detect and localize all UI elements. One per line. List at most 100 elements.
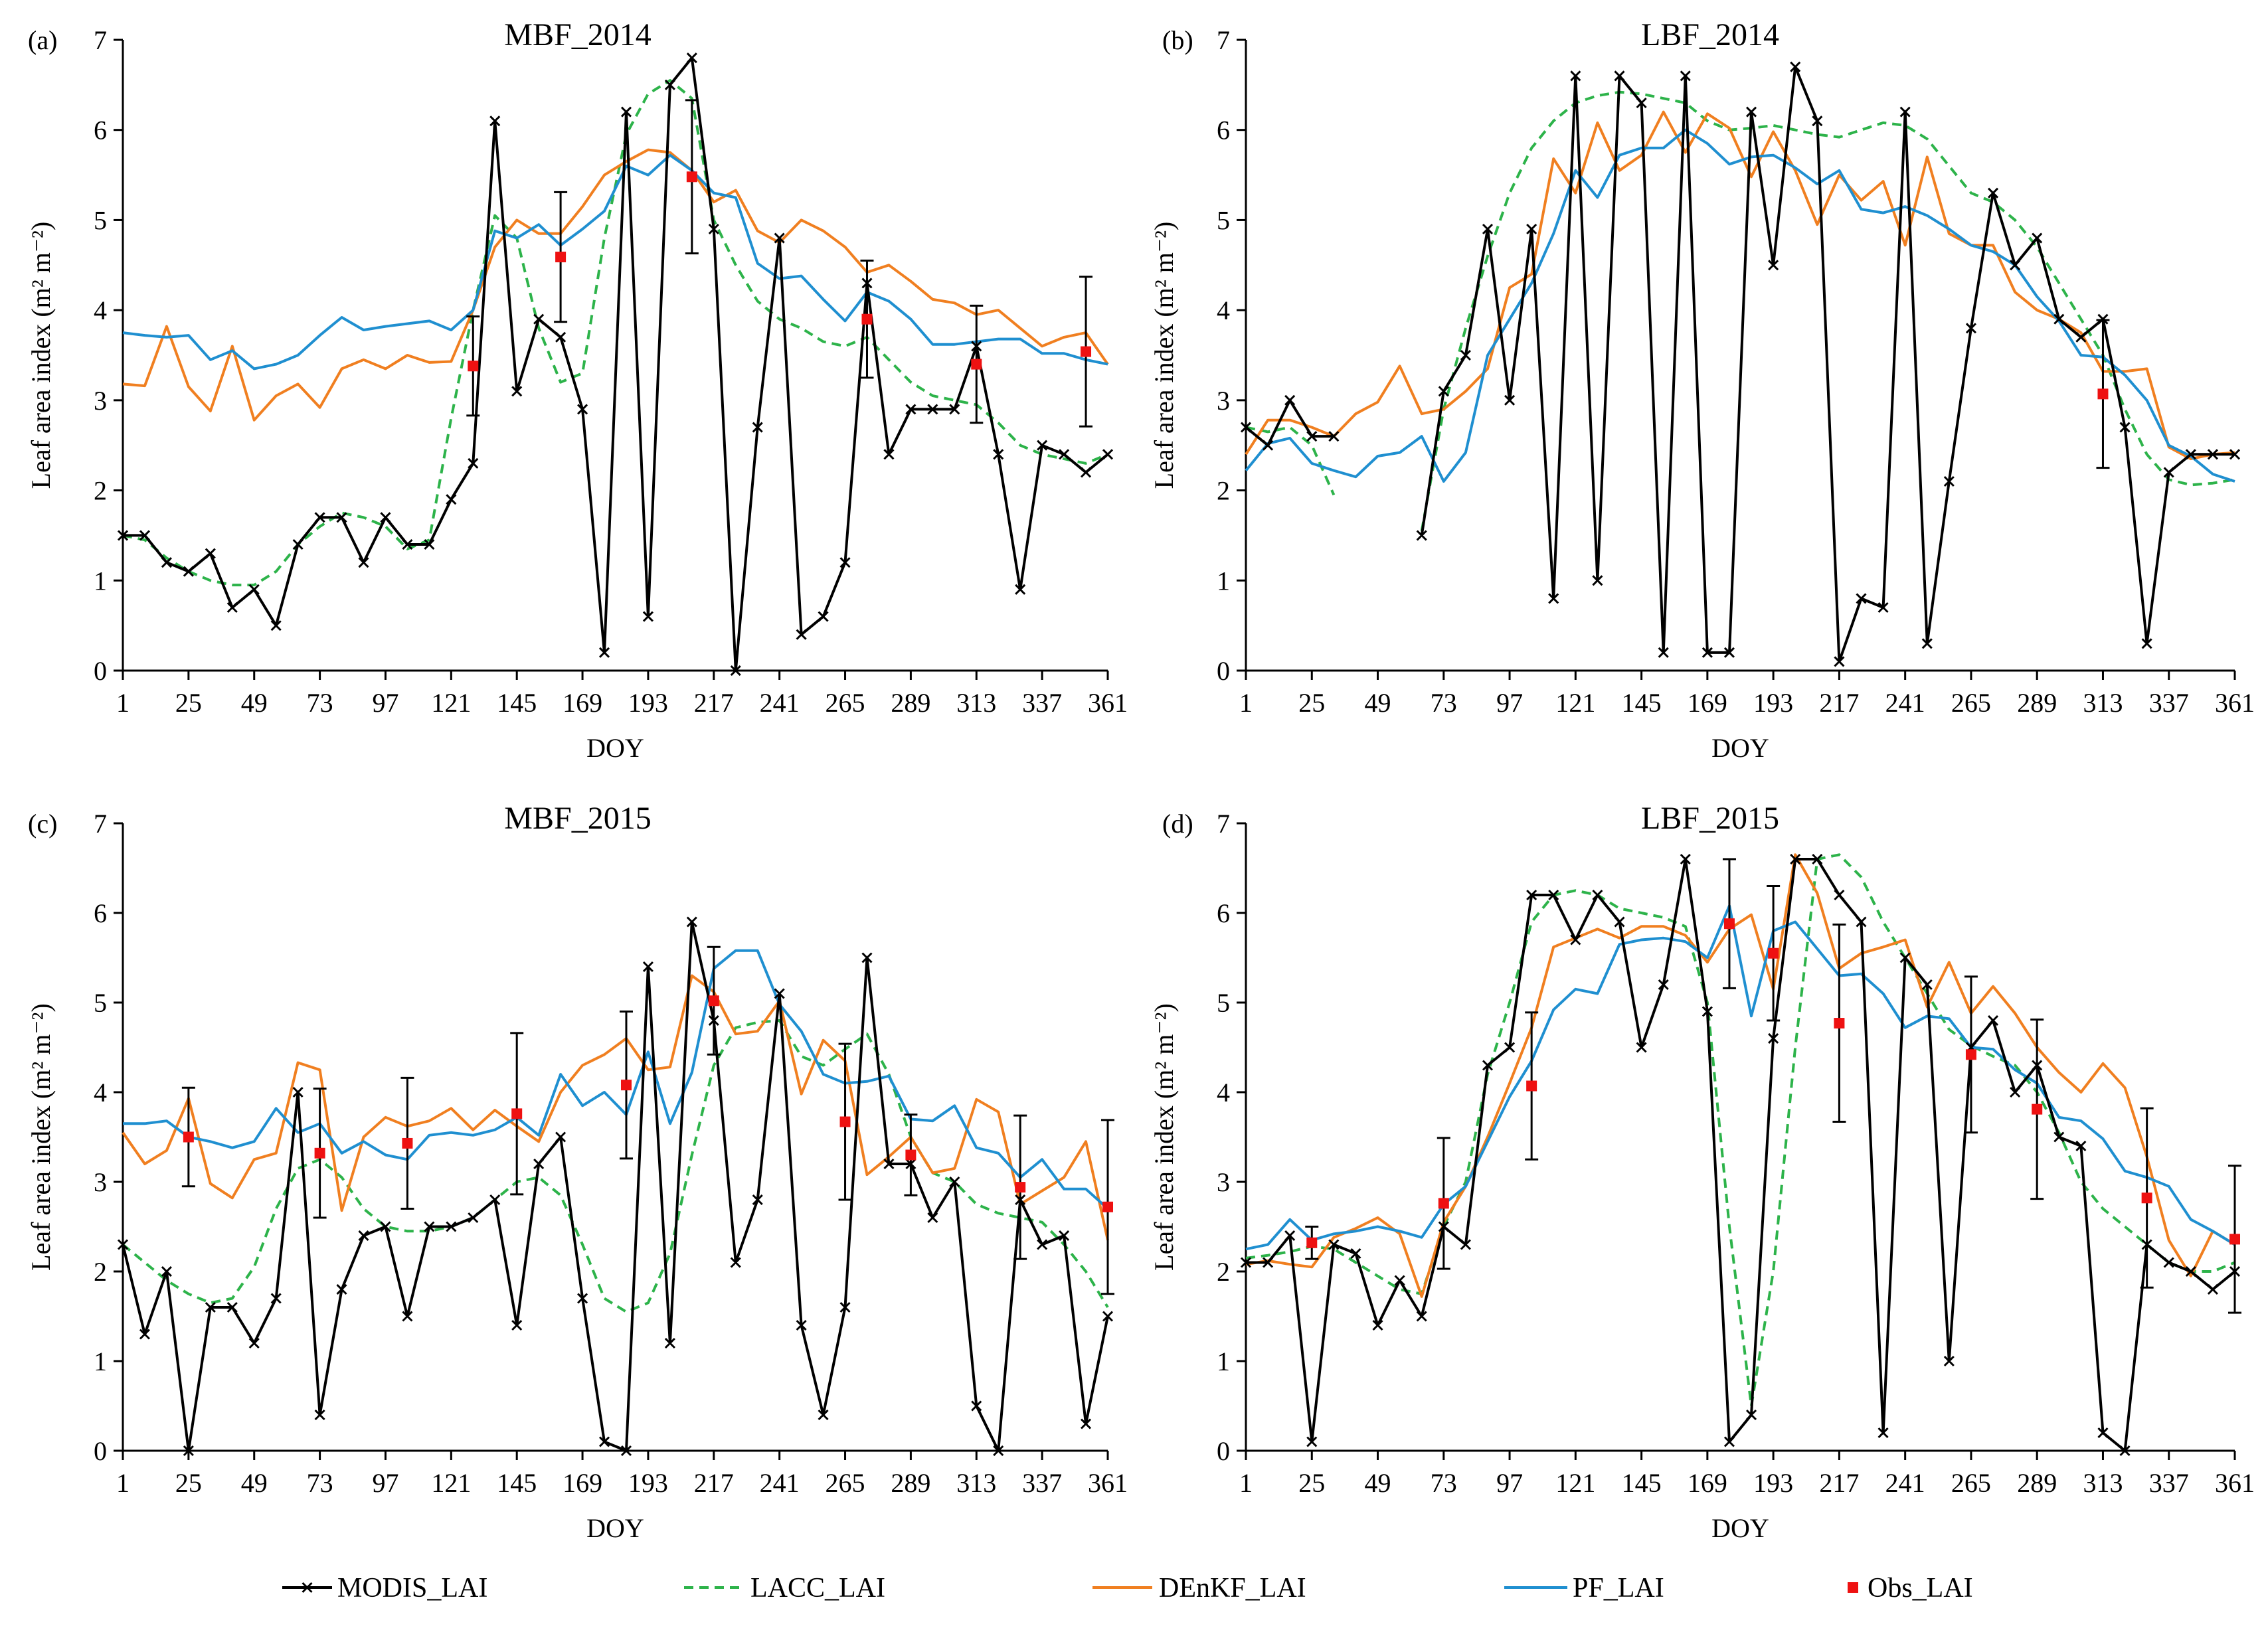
modis-point [2010, 260, 2021, 271]
modis-point [620, 1445, 632, 1457]
modis-point [1723, 1436, 1735, 1447]
modis-point [402, 538, 413, 550]
modis-point [226, 602, 238, 613]
y-tick-label: 6 [94, 898, 107, 928]
x-tick-label: 265 [826, 1468, 865, 1498]
x-tick-label: 241 [1885, 1468, 1925, 1498]
x-tick-label: 289 [891, 1468, 930, 1498]
y-tick-label: 4 [94, 295, 107, 325]
y-tick-label: 6 [1217, 116, 1230, 145]
obs-point [1768, 947, 1779, 959]
modis-point [598, 647, 610, 658]
x-tick-label: 337 [1022, 1468, 1062, 1498]
modis-point [2207, 1283, 2218, 1295]
modis-point [752, 422, 763, 433]
obs-point [1834, 1018, 1845, 1029]
y-tick-label: 2 [94, 476, 107, 506]
obs-point [2032, 1103, 2043, 1115]
obs-point [314, 1147, 325, 1159]
modis-point [380, 512, 391, 523]
modis-point [489, 1194, 501, 1206]
modis-point [839, 1301, 851, 1313]
modis-point [1899, 106, 1911, 118]
legend-label-pf: PF_LAI [1573, 1573, 1664, 1603]
x-tick-label: 145 [1622, 688, 1662, 718]
modis-point [1965, 323, 1976, 334]
y-tick-label: 2 [1217, 1257, 1230, 1287]
x-tick-label: 25 [175, 1468, 202, 1498]
modis-point [2185, 449, 2196, 460]
x-tick-label: 49 [1365, 688, 1391, 718]
x-tick-label: 361 [2215, 688, 2255, 718]
modis-point [1059, 449, 1070, 460]
modis-point [1394, 1275, 1405, 1286]
modis-point [161, 557, 172, 568]
modis-point [1284, 394, 1296, 406]
x-tick-label: 337 [1022, 688, 1062, 718]
x-tick-label: 121 [1555, 1468, 1595, 1498]
x-tick-label: 73 [307, 1468, 333, 1498]
y-tick-label: 6 [1217, 898, 1230, 928]
x-tick-label: 25 [175, 688, 202, 718]
obs-point [511, 1108, 523, 1119]
x-tick-label: 49 [241, 1468, 268, 1498]
x-tick-label: 145 [497, 1468, 537, 1498]
modis-point [358, 1230, 369, 1242]
modis-point [949, 404, 960, 415]
modis-point [555, 1131, 567, 1143]
denkf-series-line [122, 148, 1109, 422]
modis-point [993, 1445, 1004, 1457]
modis-point [1080, 467, 1092, 478]
x-tick-label: 337 [2149, 1468, 2189, 1498]
y-tick-label: 7 [94, 809, 107, 839]
legend-marker-modis [302, 1582, 313, 1593]
modis-point [1504, 394, 1516, 406]
x-tick-label: 265 [1951, 688, 1991, 718]
modis-point [1328, 1239, 1340, 1250]
modis-point [161, 1265, 172, 1277]
modis-series-line [123, 56, 1109, 672]
modis-point [314, 512, 325, 523]
modis-point [883, 1158, 895, 1170]
modis-point [1899, 952, 1911, 963]
modis-point [1812, 853, 1823, 865]
x-tick-label: 217 [694, 1468, 734, 1498]
modis-point [2141, 638, 2152, 649]
modis-point [117, 1239, 129, 1250]
modis-point [2229, 449, 2241, 460]
y-tick-label: 2 [94, 1257, 107, 1287]
x-tick-label: 1 [1239, 1468, 1253, 1498]
modis-point [818, 1409, 829, 1421]
modis-point [1768, 1032, 1779, 1044]
modis-point [1263, 440, 1274, 451]
modis-point [1416, 1311, 1427, 1322]
y-tick-label: 1 [94, 566, 107, 596]
modis-point [1921, 638, 1933, 649]
y-tick-label: 0 [1217, 656, 1230, 686]
modis-point [949, 1176, 960, 1188]
modis-point [1877, 602, 1889, 613]
legend-label-modis: MODIS_LAI [337, 1573, 487, 1603]
lacc-series-line [122, 1019, 1109, 1313]
modis-point [226, 1301, 238, 1313]
modis-point [752, 1194, 763, 1206]
x-tick-label: 169 [1688, 688, 1727, 718]
modis-point [1592, 889, 1603, 901]
modis-point [446, 1221, 457, 1232]
modis-point [1877, 1427, 1889, 1439]
y-tick-label: 7 [1217, 809, 1230, 839]
modis-point [708, 223, 719, 235]
x-axis-label: DOY [1711, 1513, 1769, 1543]
x-tick-label: 169 [563, 1468, 602, 1498]
x-tick-label: 313 [2083, 1468, 2123, 1498]
modis-point [336, 1283, 347, 1295]
modis-point [1658, 979, 1669, 991]
pf-series-line [1245, 128, 2235, 483]
obs-point [1306, 1237, 1318, 1248]
y-tick-label: 0 [94, 656, 107, 686]
obs-point [2229, 1234, 2240, 1245]
panel-label: (a) [28, 25, 57, 55]
modis-point [796, 1319, 807, 1331]
